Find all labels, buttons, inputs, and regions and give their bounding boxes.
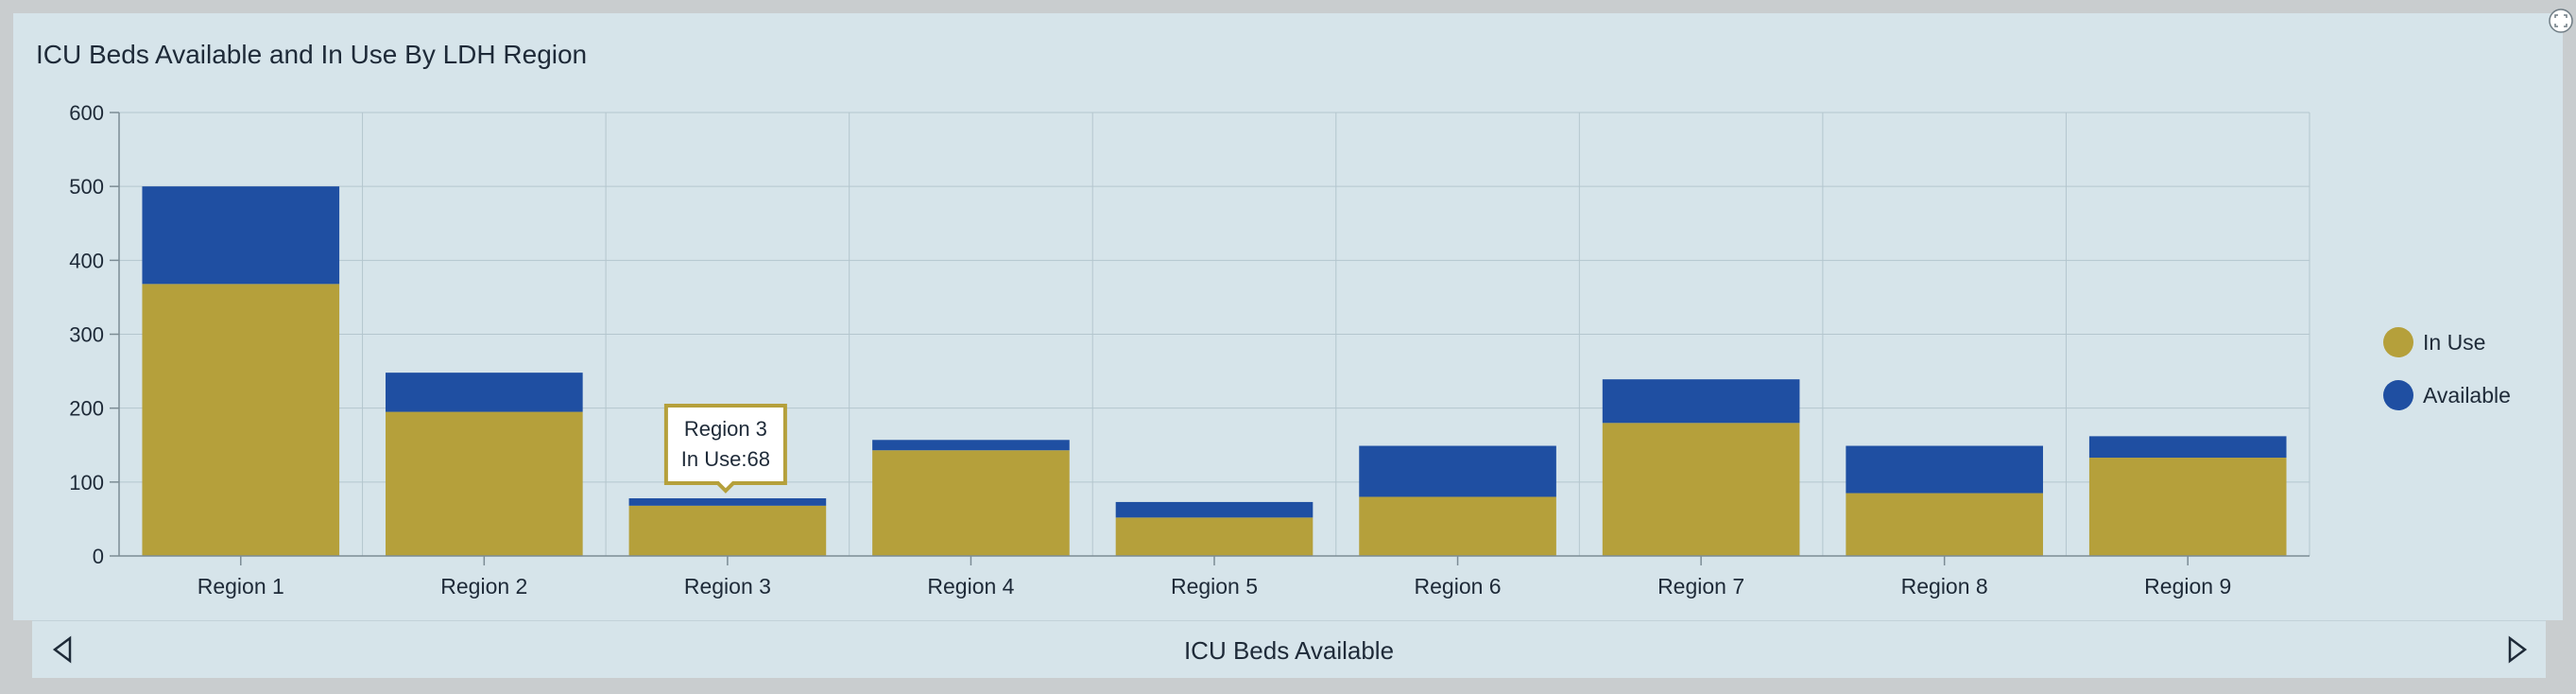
y-tick-label: 600 (69, 101, 104, 125)
legend-label[interactable]: Available (2423, 383, 2511, 408)
next-chart-button[interactable] (2502, 634, 2531, 665)
tooltip-box (663, 404, 787, 494)
y-tick-label: 400 (69, 249, 104, 272)
bar-in-use-4[interactable] (872, 450, 1070, 556)
x-tick-label: Region 5 (1171, 574, 1258, 599)
previous-chart-button[interactable] (49, 634, 77, 665)
x-tick-label: Region 4 (927, 574, 1014, 599)
bar-available-3[interactable] (628, 498, 827, 506)
bar-available-1[interactable] (142, 186, 340, 285)
x-tick-label: Region 1 (197, 574, 284, 599)
chart-navigation-label: ICU Beds Available (1183, 636, 1395, 665)
bar-in-use-6[interactable] (1359, 496, 1556, 556)
y-tick-label: 500 (69, 175, 104, 199)
chart-panel: 0 100 200 300 400 500 600 Region 1 Region 2 Regio… (13, 13, 2563, 620)
tooltip-category: Region 3 (684, 417, 767, 441)
bar-available-4[interactable] (872, 440, 1070, 451)
legend: In Use Available (2383, 327, 2511, 410)
bar-in-use-2[interactable] (386, 411, 583, 556)
bar-available-6[interactable] (1359, 445, 1556, 497)
legend-swatch[interactable] (2383, 380, 2413, 410)
x-tick-label: Region 6 (1415, 574, 1502, 599)
x-tick-label: Region 8 (1901, 574, 1988, 599)
bar-in-use-5[interactable] (1115, 517, 1314, 556)
bar-available-5[interactable] (1115, 501, 1314, 518)
tooltip-value: In Use:68 (681, 447, 770, 471)
y-tick-label: 100 (69, 471, 104, 494)
bar-in-use-3[interactable] (628, 505, 827, 556)
chart-title: ICU Beds Available and In Use By LDH Reg… (36, 40, 588, 69)
x-tick-label: Region 7 (1657, 574, 1744, 599)
triangle-left-icon (52, 635, 72, 664)
bar-in-use-7[interactable] (1602, 423, 1800, 556)
chart-navigation-bar: ICU Beds Available (32, 620, 2546, 678)
x-tick-label: Region 2 (440, 574, 527, 599)
y-tick-label: 300 (69, 323, 104, 347)
y-tick-label: 0 (93, 545, 104, 568)
x-tick-label: Region 3 (684, 574, 771, 599)
x-tick-label: Region 9 (2144, 574, 2231, 599)
bar-in-use-8[interactable] (1846, 493, 2043, 556)
y-tick-label: 200 (69, 397, 104, 421)
tooltip: Region 3 In Use:68 (663, 404, 787, 494)
expand-icon[interactable] (2548, 8, 2574, 34)
bar-available-9[interactable] (2088, 436, 2287, 459)
bar-in-use-9[interactable] (2088, 458, 2287, 556)
legend-swatch[interactable] (2383, 327, 2413, 357)
axes: 0 100 200 300 400 500 600 Region 1 Region 2 Regio… (69, 101, 2310, 599)
bars (142, 186, 2287, 556)
bar-available-8[interactable] (1846, 445, 2043, 494)
legend-label[interactable]: In Use (2423, 330, 2485, 355)
triangle-right-icon (2508, 635, 2528, 664)
stacked-bar-chart: 0 100 200 300 400 500 600 Region 1 Region 2 Regio… (69, 101, 2511, 599)
bar-in-use-1[interactable] (142, 284, 340, 556)
bar-available-7[interactable] (1602, 379, 1800, 424)
bar-available-2[interactable] (386, 373, 583, 412)
